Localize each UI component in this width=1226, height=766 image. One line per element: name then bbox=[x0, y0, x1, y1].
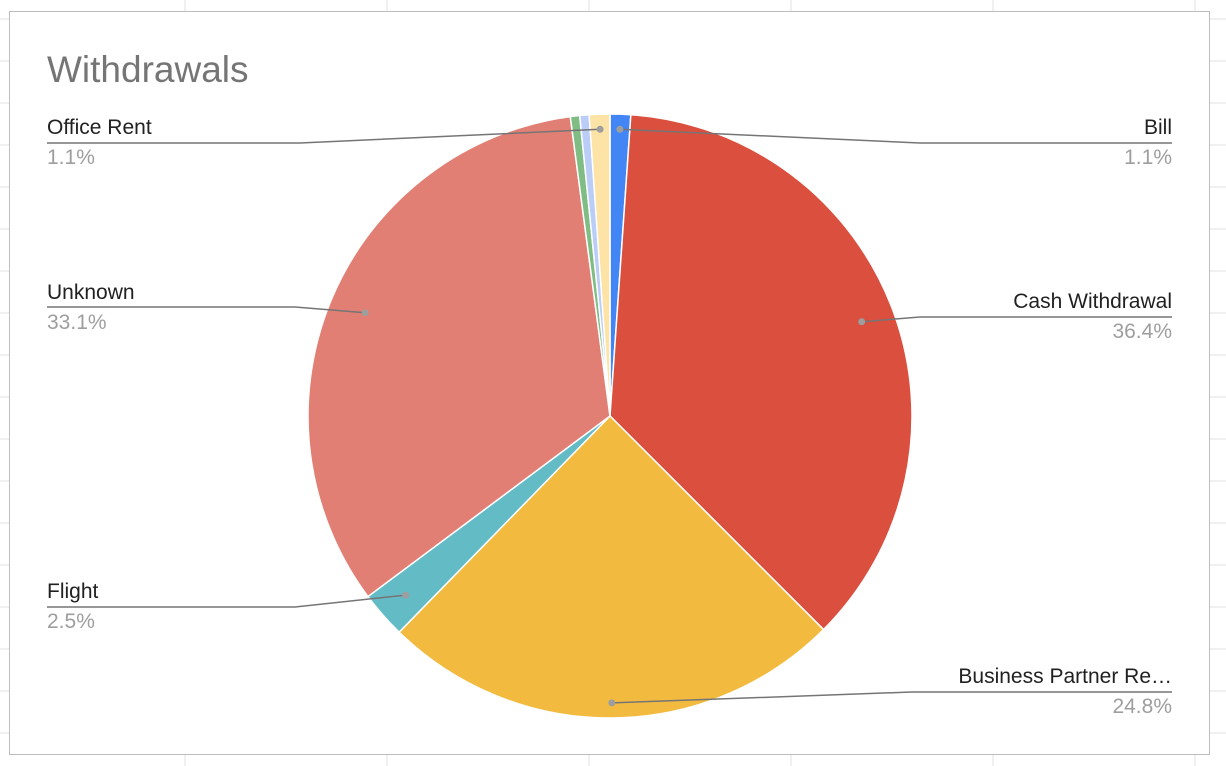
slice-label-bill: Bill bbox=[1144, 116, 1172, 139]
slice-label-cash-withdrawal: Cash Withdrawal bbox=[1013, 290, 1172, 313]
leader-dot-flight bbox=[402, 591, 410, 599]
pie-slice-cash-withdrawal[interactable] bbox=[609, 113, 913, 631]
leader-line-cash-withdrawal bbox=[861, 316, 1172, 323]
slice-label-flight: Flight bbox=[47, 580, 99, 603]
leader-line-office-rent bbox=[47, 128, 601, 144]
leader-dot-cash-withdrawal bbox=[858, 318, 866, 326]
pie-slices bbox=[307, 113, 913, 719]
slice-percent-flight: 2.5% bbox=[47, 610, 95, 633]
leader-dot-bill bbox=[616, 125, 624, 133]
slice-percent-business-partner-re: 24.8% bbox=[1112, 695, 1172, 718]
slice-label-business-partner-re: Business Partner Re… bbox=[958, 665, 1172, 688]
pie-slice-unknown[interactable] bbox=[307, 115, 611, 598]
slice-labels: Bill 1.1% Cash Withdrawal 36.4% Business Par… bbox=[47, 116, 1172, 718]
leader-line-flight bbox=[47, 594, 406, 608]
chart-title: Withdrawals bbox=[47, 49, 249, 90]
leader-dot-business-partner-re bbox=[608, 699, 616, 707]
slice-percent-cash-withdrawal: 36.4% bbox=[1112, 320, 1172, 343]
slice-percent-bill: 1.1% bbox=[1124, 146, 1172, 169]
slice-percent-office-rent: 1.1% bbox=[47, 146, 95, 169]
leader-line-business-partner-re bbox=[611, 691, 1172, 704]
leader-dot-unknown bbox=[361, 309, 369, 317]
leader-dot-office-rent bbox=[596, 125, 604, 133]
leader-line-bill bbox=[619, 128, 1172, 144]
leader-line-unknown bbox=[47, 306, 366, 314]
slice-label-office-rent: Office Rent bbox=[47, 116, 152, 139]
slice-label-unknown: Unknown bbox=[47, 281, 135, 304]
slice-percent-unknown: 33.1% bbox=[47, 311, 107, 334]
pie-slice-business-partner-re[interactable] bbox=[398, 414, 825, 719]
pie-slice-office-rent[interactable] bbox=[588, 113, 611, 417]
